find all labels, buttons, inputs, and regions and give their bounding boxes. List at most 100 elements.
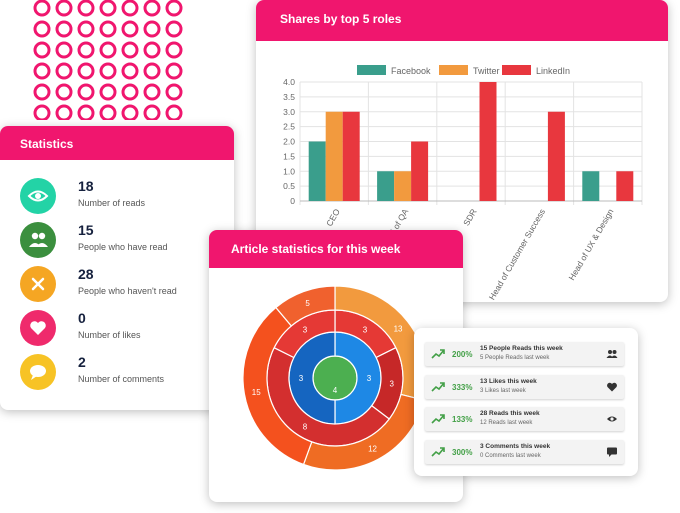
bar [377, 171, 395, 201]
decorative-ring [77, 0, 95, 17]
trend-row-comments: 300% 3 Comments this week 0 Comments las… [425, 440, 624, 464]
decorative-ring [77, 83, 95, 101]
decorative-ring [33, 41, 51, 59]
decorative-ring [165, 104, 183, 120]
eye-icon [607, 416, 617, 422]
bar [616, 171, 634, 201]
decorative-ring [165, 20, 183, 38]
trending-up-icon [431, 349, 445, 359]
slice-label: 13 [394, 325, 403, 334]
y-tick-label: 4.0 [283, 77, 295, 87]
y-tick-label: 2.0 [283, 137, 295, 147]
trend-title: 28 Reads this week [480, 410, 540, 417]
stat-value: 28 [78, 266, 94, 282]
people-icon [606, 350, 618, 358]
article-sunburst-chart: 4 3 3 3 3 8 3 13 12 15 5 [242, 285, 428, 471]
stat-label: People who have read [78, 242, 168, 252]
decorative-ring [143, 104, 161, 120]
trend-title: 13 Likes this week [480, 378, 537, 385]
decorative-ring [143, 83, 161, 101]
decorative-ring [143, 0, 161, 17]
decorative-ring [121, 20, 139, 38]
decorative-ring [165, 41, 183, 59]
decorative-ring [55, 104, 73, 120]
decorative-ring [121, 41, 139, 59]
trend-row-reads: 133% 28 Reads this week 12 Reads last we… [425, 407, 624, 431]
decorative-ring [99, 0, 117, 17]
trend-percentage: 300% [452, 448, 473, 457]
y-tick-label: 3.5 [283, 92, 295, 102]
y-tick-label: 3.0 [283, 107, 295, 117]
decorative-ring [99, 62, 117, 80]
slice-label: 3 [390, 379, 395, 388]
decorative-ring [99, 83, 117, 101]
article-card-title: Article statistics for this week [209, 230, 463, 268]
decorative-ring [121, 104, 139, 120]
decorative-ring [99, 104, 117, 120]
trend-row-people: 200% 15 People Reads this week 5 People … [425, 342, 624, 366]
y-tick-label: 2.5 [283, 122, 295, 132]
trend-percentage: 333% [452, 383, 473, 392]
close-icon [20, 266, 56, 302]
decorative-ring [143, 62, 161, 80]
x-tick-label: CEO [324, 207, 342, 228]
decorative-ring-pattern [33, 0, 183, 120]
decorative-ring [99, 20, 117, 38]
trending-up-icon [431, 382, 445, 392]
statistics-card: Statistics 18 Number of reads 15 People … [0, 126, 234, 410]
decorative-ring [33, 62, 51, 80]
stat-value: 18 [78, 178, 94, 194]
trend-subtitle: 5 People Reads last week [480, 355, 550, 361]
bar [325, 111, 343, 201]
comment-icon [20, 354, 56, 390]
slice-label: 5 [305, 299, 310, 308]
decorative-ring [121, 83, 139, 101]
trend-subtitle: 12 Reads last week [480, 420, 533, 426]
statistics-card-title: Statistics [0, 126, 234, 160]
x-tick-label: SDR [461, 207, 479, 228]
bar [308, 141, 326, 201]
x-tick-label: Head of UX & Design [566, 207, 615, 282]
comment-icon [607, 447, 617, 457]
trending-up-icon [431, 447, 445, 457]
stat-label: People who haven't read [78, 286, 177, 296]
y-tick-label: 0 [290, 196, 295, 206]
trend-title: 15 People Reads this week [480, 345, 563, 352]
trend-row-likes: 333% 13 Likes this week 3 Likes last wee… [425, 375, 624, 399]
decorative-ring [77, 104, 95, 120]
decorative-ring [55, 20, 73, 38]
slice-label: 3 [367, 374, 372, 383]
stat-value: 15 [78, 222, 94, 238]
bar [547, 111, 565, 201]
decorative-ring [121, 0, 139, 17]
decorative-ring [33, 83, 51, 101]
slice-label: 3 [303, 326, 308, 335]
slice-label: 3 [363, 326, 368, 335]
sunburst-slice [275, 285, 336, 327]
bar [342, 111, 360, 201]
bar [394, 171, 412, 201]
legend-label: Twitter [473, 66, 500, 76]
heart-icon [20, 310, 56, 346]
trend-percentage: 200% [452, 350, 473, 359]
decorative-ring [77, 41, 95, 59]
stat-label: Number of comments [78, 374, 165, 384]
decorative-ring [33, 20, 51, 38]
trend-subtitle: 3 Likes last week [480, 388, 526, 394]
decorative-ring [55, 0, 73, 17]
trend-percentage: 133% [452, 415, 473, 424]
shares-card-title: Shares by top 5 roles [256, 0, 668, 41]
people-icon [20, 222, 56, 258]
slice-label: 8 [303, 422, 308, 431]
trending-up-icon [431, 414, 445, 424]
legend-swatch [357, 65, 386, 75]
decorative-ring [165, 0, 183, 17]
decorative-ring [55, 41, 73, 59]
heart-icon [607, 382, 617, 392]
y-tick-label: 1.5 [283, 151, 295, 161]
stat-label: Number of likes [78, 330, 141, 340]
stat-label: Number of reads [78, 198, 146, 208]
stat-value: 2 [78, 354, 86, 370]
slice-label: 15 [252, 388, 261, 397]
